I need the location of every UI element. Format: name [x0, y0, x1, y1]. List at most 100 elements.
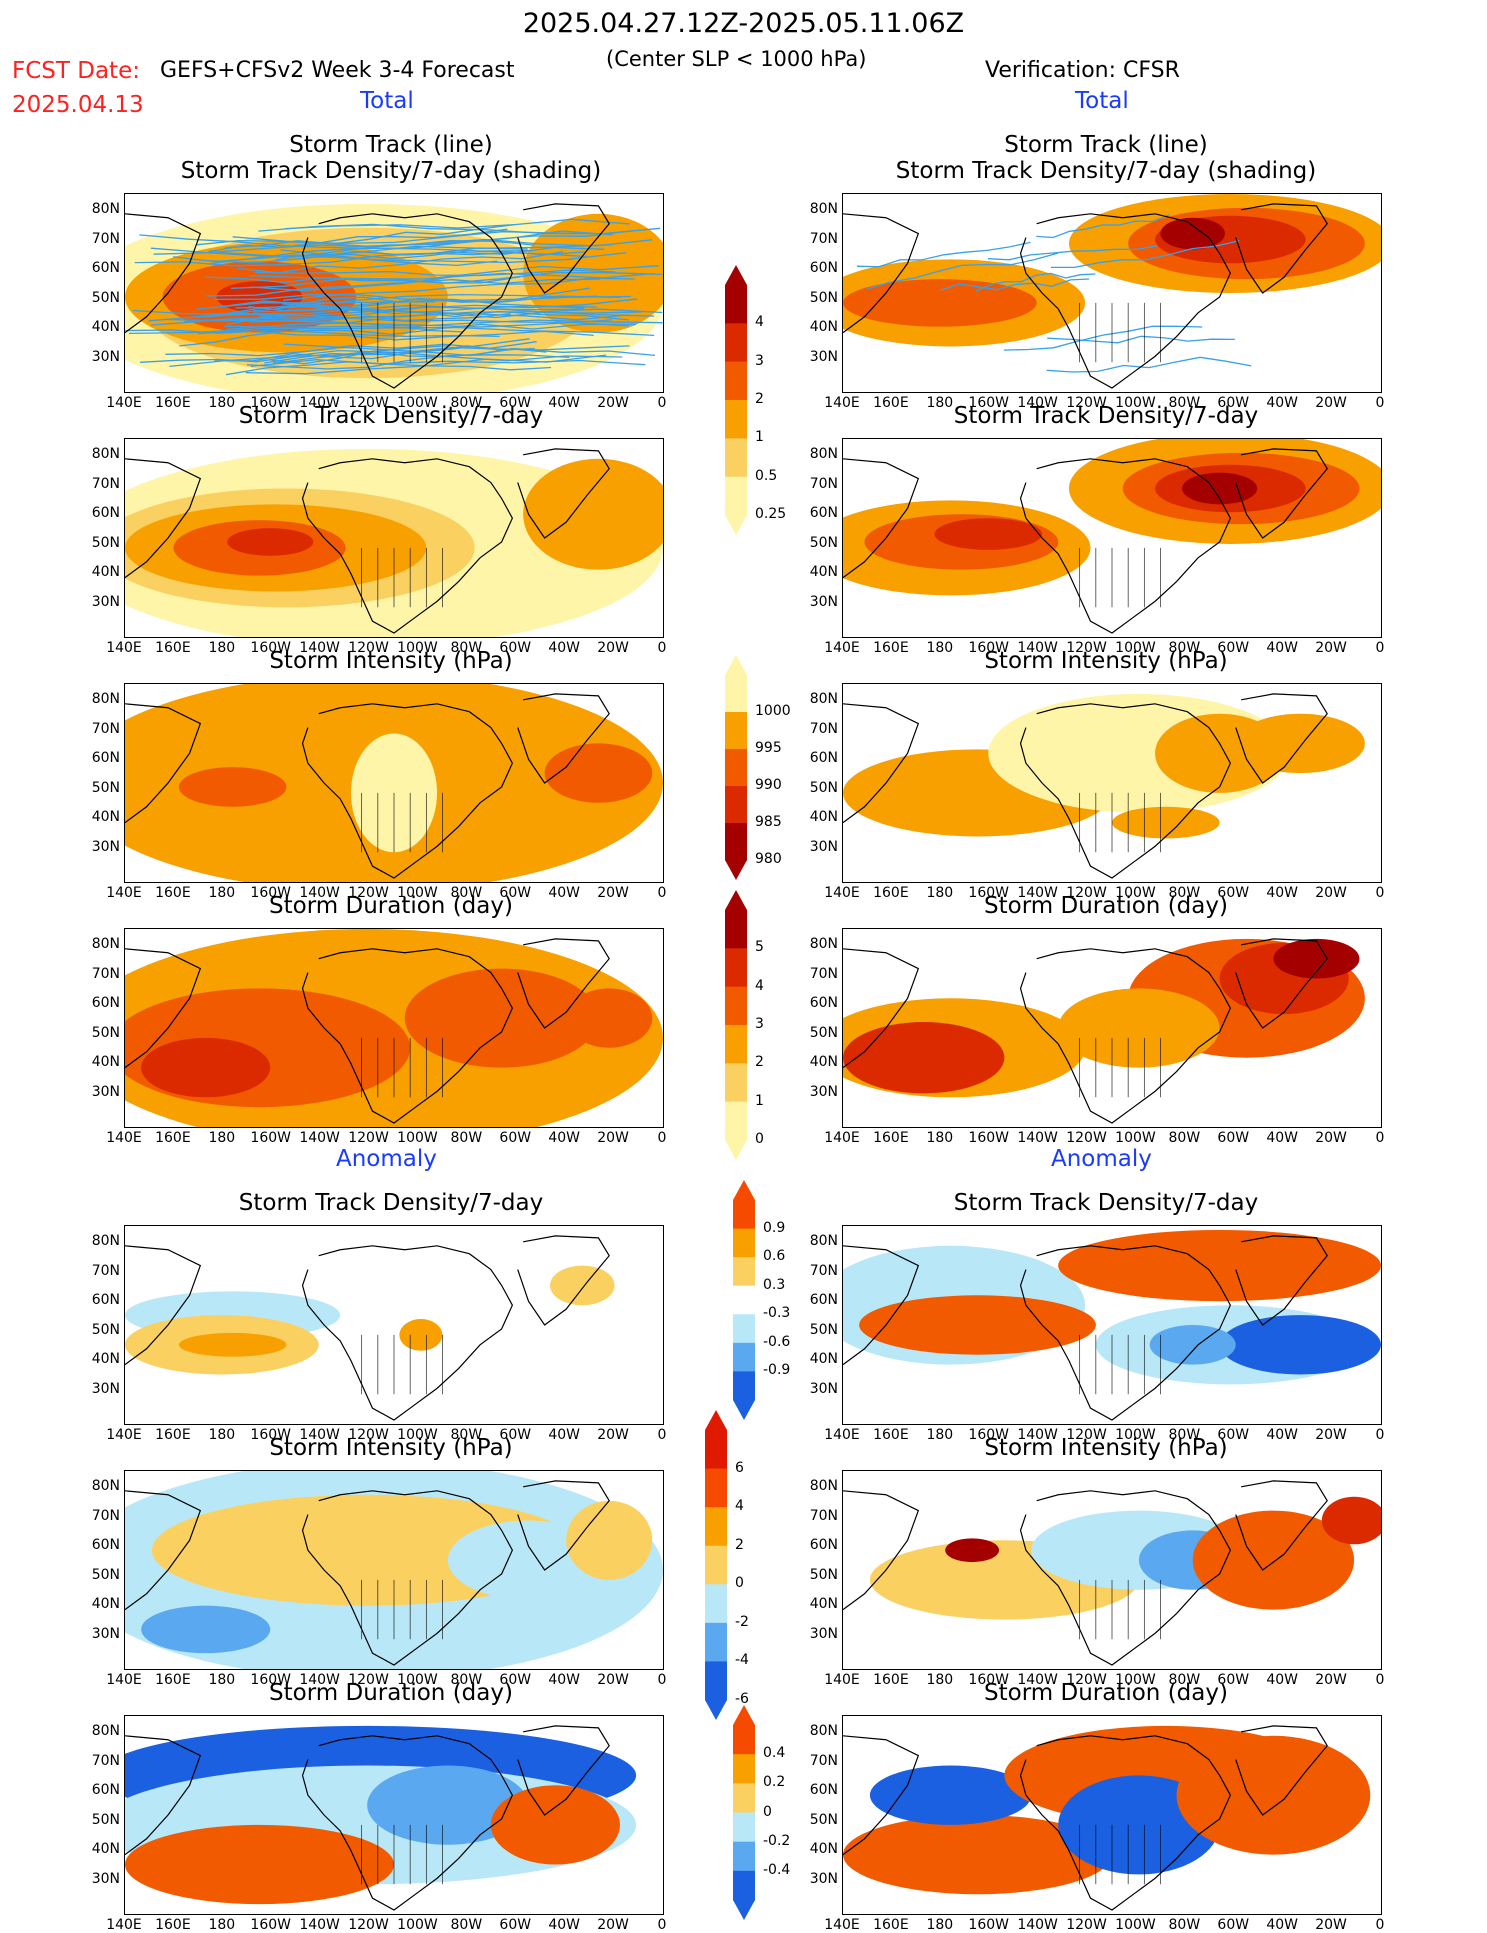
lon-label: 160W: [964, 1130, 1014, 1146]
map-svg-r6: [843, 1471, 1381, 1669]
lon-label: 60W: [490, 1427, 540, 1443]
lon-label: 0: [637, 1917, 687, 1933]
lon-label: 140W: [1013, 1427, 1063, 1443]
section-total-left: Total: [360, 88, 414, 114]
lat-label: 60N: [80, 750, 120, 766]
colorbar-label: 980: [755, 851, 782, 867]
colorbar-segment: [733, 1229, 755, 1258]
lon-label: 100W: [392, 885, 442, 901]
lon-label: 140E: [817, 640, 867, 656]
lon-label: 80W: [441, 1427, 491, 1443]
lon-label: 160W: [246, 1427, 296, 1443]
lat-label: 30N: [798, 1084, 838, 1100]
map-svg-r3: [843, 684, 1381, 882]
colorbar-top-arrow: [725, 655, 747, 675]
lon-label: 100W: [392, 1917, 442, 1933]
lon-label: 40W: [539, 885, 589, 901]
lon-label: 180: [915, 395, 965, 411]
lat-label: 30N: [798, 349, 838, 365]
lon-label: 20W: [588, 1917, 638, 1933]
map-svg-l6: [125, 1471, 663, 1669]
lat-label: 40N: [798, 1351, 838, 1367]
lon-label: 120W: [1062, 1427, 1112, 1443]
title-l5: Storm Track Density/7-day: [111, 1190, 671, 1217]
shading-region: [1236, 714, 1365, 773]
lon-label: 180: [197, 1130, 247, 1146]
lon-label: 80W: [1159, 640, 1209, 656]
colorbar-top-arrow: [725, 265, 747, 285]
colorbar-bottom-arrow: [733, 1400, 755, 1420]
lon-label: 180: [197, 640, 247, 656]
lon-label: 40W: [539, 1917, 589, 1933]
colorbar-segment: [733, 1257, 755, 1286]
lon-label: 80W: [1159, 1427, 1209, 1443]
lon-label: 160W: [246, 1917, 296, 1933]
lat-label: 50N: [798, 780, 838, 796]
colorbar-anom_intensity: [703, 1410, 729, 1724]
lat-label: 50N: [798, 1322, 838, 1338]
lat-label: 40N: [798, 319, 838, 335]
colorbar-bottom-arrow: [705, 1700, 727, 1720]
lat-label: 40N: [798, 1596, 838, 1612]
lat-label: 40N: [80, 1596, 120, 1612]
lat-label: 80N: [80, 446, 120, 462]
lat-label: 50N: [80, 1812, 120, 1828]
shading-region: [179, 1333, 287, 1357]
lon-label: 40W: [539, 1130, 589, 1146]
lon-label: 140E: [817, 395, 867, 411]
lon-label: 120W: [344, 640, 394, 656]
lat-label: 70N: [798, 231, 838, 247]
lat-label: 80N: [798, 1478, 838, 1494]
lon-label: 160E: [148, 1672, 198, 1688]
lat-label: 30N: [798, 1626, 838, 1642]
model-label: GEFS+CFSv2 Week 3-4 Forecast: [160, 58, 515, 83]
colorbar-label: 0.25: [755, 506, 786, 522]
lon-label: 60W: [1208, 640, 1258, 656]
lon-label: 40W: [539, 1427, 589, 1443]
colorbar-segment: [705, 1623, 727, 1662]
lon-label: 160E: [866, 395, 916, 411]
lat-label: 70N: [798, 1263, 838, 1279]
colorbar-top-arrow: [725, 890, 747, 910]
lon-label: 0: [637, 885, 687, 901]
lon-label: 0: [1355, 1672, 1405, 1688]
lat-label: 30N: [798, 1381, 838, 1397]
lon-label: 100W: [392, 640, 442, 656]
colorbar-label: 3: [755, 353, 764, 369]
lon-label: 40W: [1257, 1130, 1307, 1146]
lat-label: 60N: [798, 260, 838, 276]
lon-label: 80W: [441, 1672, 491, 1688]
lon-label: 0: [1355, 1917, 1405, 1933]
lat-label: 80N: [798, 1233, 838, 1249]
lon-label: 20W: [1306, 395, 1356, 411]
lon-label: 40W: [1257, 1427, 1307, 1443]
lat-label: 70N: [798, 721, 838, 737]
lat-label: 60N: [798, 1782, 838, 1798]
colorbar-segment: [725, 823, 747, 861]
lon-label: 140E: [817, 1672, 867, 1688]
lon-label: 80W: [441, 1130, 491, 1146]
lon-label: 140E: [99, 1917, 149, 1933]
lon-label: 0: [1355, 885, 1405, 901]
lon-label: 100W: [392, 1130, 442, 1146]
colorbar-segment: [725, 948, 747, 987]
lat-label: 70N: [80, 1508, 120, 1524]
map-panel-r1: [842, 193, 1382, 393]
lon-label: 120W: [344, 1672, 394, 1688]
shading-region: [566, 1501, 652, 1580]
map-panel-r5: [842, 1225, 1382, 1425]
map-svg-l3: [125, 684, 663, 882]
colorbar-label: 4: [735, 1498, 744, 1514]
lat-label: 30N: [80, 1871, 120, 1887]
lat-label: 50N: [80, 535, 120, 551]
lat-label: 70N: [80, 1263, 120, 1279]
lat-label: 60N: [798, 505, 838, 521]
colorbar-label: 995: [755, 740, 782, 756]
lat-label: 30N: [80, 1084, 120, 1100]
colorbar-top-arrow: [733, 1705, 755, 1725]
map-svg-r7: [843, 1716, 1381, 1914]
map-panel-r7: [842, 1715, 1382, 1915]
lon-label: 100W: [392, 1427, 442, 1443]
verification-label: Verification: CFSR: [985, 58, 1180, 83]
lat-label: 80N: [798, 936, 838, 952]
